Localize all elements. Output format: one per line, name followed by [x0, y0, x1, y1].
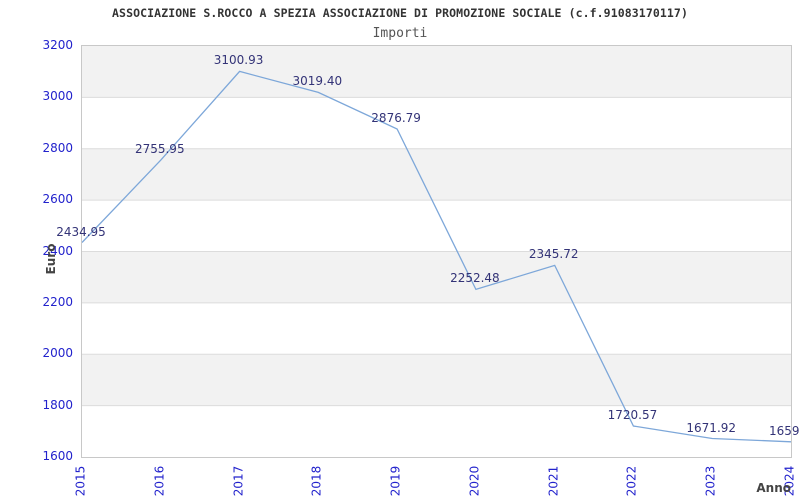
y-tick-label: 1800	[42, 397, 73, 412]
x-tick-label: 2017	[231, 465, 246, 497]
y-tick-label: 2400	[42, 243, 73, 258]
y-tick-label: 2800	[42, 140, 73, 155]
x-tick-label: 2020	[467, 465, 482, 497]
x-tick-label: 2022	[624, 465, 639, 497]
y-tick-label: 1600	[42, 449, 73, 463]
series-line	[82, 70, 791, 443]
y-tick-label: 2600	[42, 192, 73, 207]
line-chart-canvas	[82, 46, 791, 443]
y-tick-label: 2000	[42, 346, 73, 361]
grid-band	[82, 251, 791, 303]
x-tick-label: 2018	[309, 465, 324, 497]
x-axis-title: Anno	[756, 481, 791, 495]
y-tick-label: 2200	[42, 294, 73, 309]
grid-band	[82, 148, 791, 201]
x-tick-label: 2015	[73, 465, 88, 497]
x-tick-label: 2021	[546, 465, 561, 497]
grid-band	[82, 354, 791, 406]
y-tick-label: 3000	[42, 89, 73, 104]
x-tick-label: 2016	[152, 465, 167, 497]
plot-area	[81, 45, 792, 458]
x-tick-label: 2023	[703, 465, 718, 497]
chart-title: ASSOCIAZIONE S.ROCCO A SPEZIA ASSOCIAZIO…	[112, 6, 688, 20]
x-tick-label: 2019	[388, 465, 403, 497]
grid-band	[82, 46, 791, 98]
y-axis-title: Euro	[44, 243, 58, 275]
chart-subtitle: Importi	[372, 26, 428, 41]
